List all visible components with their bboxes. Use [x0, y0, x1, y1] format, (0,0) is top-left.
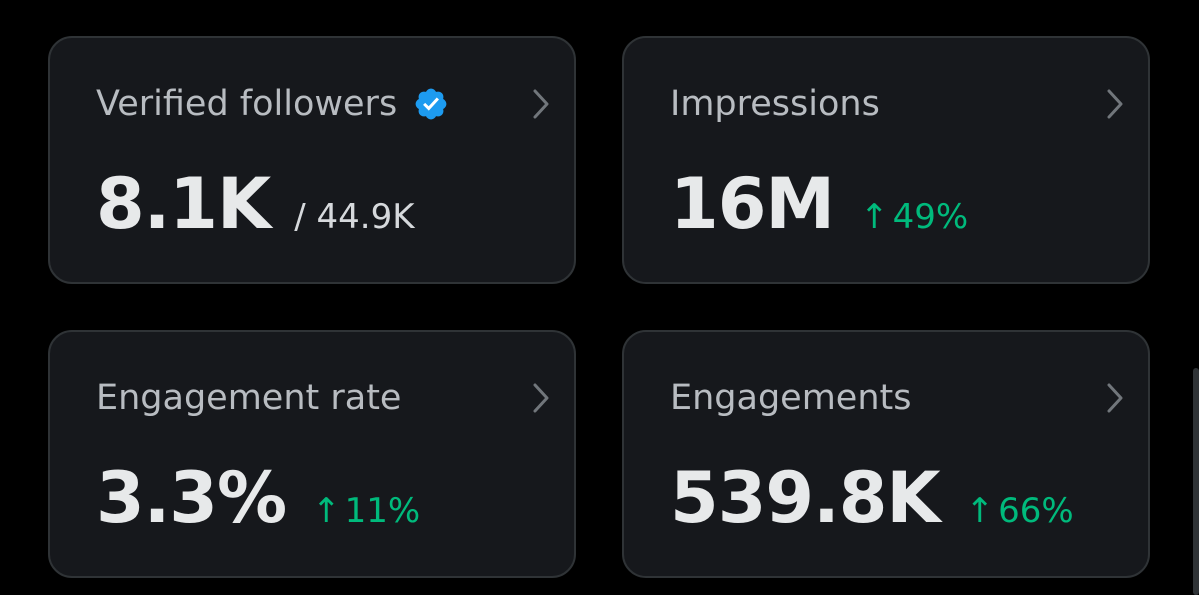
- arrow-up-icon: ↑: [312, 491, 341, 531]
- card-title: Engagements: [670, 376, 911, 420]
- card-title: Verified followers: [96, 82, 449, 126]
- engagement-rate-card[interactable]: Engagement rate 3.3% ↑ 11%: [48, 330, 576, 578]
- impressions-change-value: 49%: [892, 197, 969, 237]
- engagement-rate-change-value: 11%: [344, 491, 421, 531]
- engagements-label: Engagements: [670, 378, 912, 418]
- impressions-card[interactable]: Impressions 16M ↑ 49%: [622, 36, 1150, 284]
- chevron-right-icon: [533, 383, 549, 413]
- verified-followers-value: 8.1K: [96, 163, 271, 245]
- metric-row: 3.3% ↑ 11%: [96, 458, 420, 538]
- engagements-change: ↑ 66%: [966, 491, 1074, 531]
- chevron-right-icon: [533, 89, 549, 119]
- impressions-label: Impressions: [670, 84, 880, 124]
- chevron-right-icon: [1107, 383, 1123, 413]
- scrollbar[interactable]: [1193, 368, 1199, 595]
- verified-followers-card[interactable]: Verified followers 8.1K / 44.9K: [48, 36, 576, 284]
- engagement-rate-value: 3.3%: [96, 457, 287, 539]
- metric-row: 16M ↑ 49%: [670, 164, 968, 244]
- verified-badge-icon: [415, 88, 447, 120]
- metric-row: 8.1K / 44.9K: [96, 164, 415, 244]
- card-title: Impressions: [670, 82, 880, 126]
- verified-followers-label: Verified followers: [96, 84, 398, 124]
- card-title: Engagement rate: [96, 376, 401, 420]
- impressions-value: 16M: [670, 163, 835, 245]
- engagements-value: 539.8K: [670, 457, 941, 539]
- metric-row: 539.8K ↑ 66%: [670, 458, 1074, 538]
- engagements-card[interactable]: Engagements 539.8K ↑ 66%: [622, 330, 1150, 578]
- engagement-rate-label: Engagement rate: [96, 378, 402, 418]
- chevron-right-icon: [1107, 89, 1123, 119]
- engagements-change-value: 66%: [998, 491, 1074, 531]
- arrow-up-icon: ↑: [860, 197, 889, 237]
- total-followers-value: / 44.9K: [294, 197, 415, 237]
- arrow-up-icon: ↑: [965, 491, 995, 531]
- impressions-change: ↑ 49%: [860, 197, 968, 237]
- engagement-rate-change: ↑ 11%: [312, 491, 420, 531]
